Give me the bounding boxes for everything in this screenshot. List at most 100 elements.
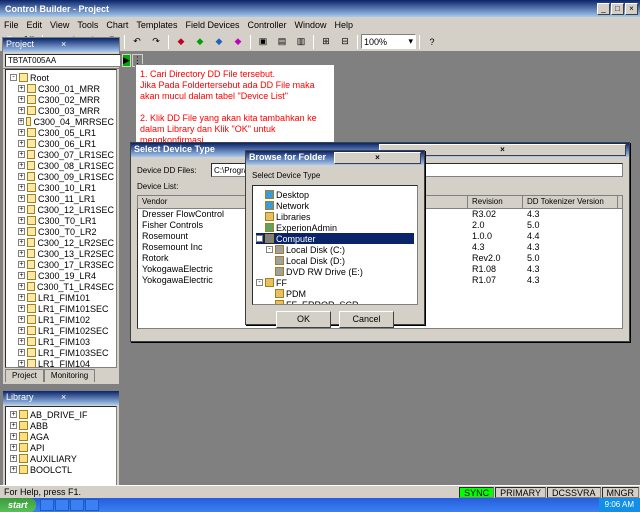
tab-monitoring[interactable]: Monitoring xyxy=(44,369,95,382)
menu-view[interactable]: View xyxy=(50,20,69,30)
lib-item[interactable]: +BOOLCTL xyxy=(8,464,114,475)
tree-item[interactable]: +LR1_FIM103SEC xyxy=(8,347,114,358)
tool-i-icon[interactable]: ⊟ xyxy=(336,34,354,50)
dialog-close-icon[interactable]: × xyxy=(334,152,421,164)
tree-item[interactable]: +C300_T1_LR4SEC xyxy=(8,281,114,292)
tool-e-icon[interactable]: ▣ xyxy=(254,34,272,50)
menu-templates[interactable]: Templates xyxy=(136,20,177,30)
tree-item[interactable]: +C300_04_MRRSEC xyxy=(8,116,114,127)
status-server: DCSSVRA xyxy=(547,487,601,498)
lib-item[interactable]: +API xyxy=(8,442,114,453)
tool-redo-icon[interactable]: ↷ xyxy=(147,34,165,50)
tool-h-icon[interactable]: ⊞ xyxy=(317,34,335,50)
tree-item[interactable]: +C300_09_LR1SEC xyxy=(8,171,114,182)
folder-item[interactable]: -FF xyxy=(256,277,414,288)
lib-item[interactable]: +AGA xyxy=(8,431,114,442)
lib-item[interactable]: +AB_DRIVE_IF xyxy=(8,409,114,420)
ok-button[interactable]: OK xyxy=(276,311,331,328)
tree-item[interactable]: +C300_01_MRR xyxy=(8,83,114,94)
close-button[interactable]: × xyxy=(625,3,638,15)
folder-item[interactable]: PDM xyxy=(256,288,414,299)
tool-help-icon[interactable]: ? xyxy=(423,34,441,50)
tool-undo-icon[interactable]: ↶ xyxy=(128,34,146,50)
menubar: File Edit View Tools Chart Templates Field Dev… xyxy=(0,17,640,32)
folder-item[interactable]: -Local Disk (C:) xyxy=(256,244,414,255)
col-header[interactable]: Revision xyxy=(468,196,523,208)
tree-item[interactable]: +LR1_FIM102 xyxy=(8,314,114,325)
tab-project[interactable]: Project xyxy=(5,369,44,382)
tree-item[interactable]: +C300_12_LR2SEC xyxy=(8,237,114,248)
menu-file[interactable]: File xyxy=(4,20,19,30)
task-icon[interactable] xyxy=(85,499,99,511)
status-primary: PRIMARY xyxy=(495,487,546,498)
tree-item[interactable]: +LR1_FIM104 xyxy=(8,358,114,368)
tool-a-icon[interactable]: ◆ xyxy=(172,34,190,50)
task-icon[interactable] xyxy=(40,499,54,511)
system-tray[interactable]: 9:06 AM xyxy=(599,498,640,512)
folder-tree[interactable]: DesktopNetworkLibrariesExperionAdmin-Com… xyxy=(252,185,418,305)
folder-item[interactable]: Desktop xyxy=(256,189,414,200)
menu-help[interactable]: Help xyxy=(335,20,354,30)
tree-item[interactable]: +C300_10_LR1 xyxy=(8,182,114,193)
folder-item[interactable]: -Computer xyxy=(256,233,414,244)
tree-item[interactable]: +C300_07_LR1SEC xyxy=(8,149,114,160)
tree-item[interactable]: +C300_11_LR1 xyxy=(8,193,114,204)
tree-item[interactable]: +C300_03_MRR xyxy=(8,105,114,116)
maximize-button[interactable]: □ xyxy=(611,3,624,15)
folder-item[interactable]: FF_ERROR_SCR xyxy=(256,299,414,305)
task-icon[interactable] xyxy=(55,499,69,511)
tree-item[interactable]: +LR1_FIM101SEC xyxy=(8,303,114,314)
panel-close-icon[interactable]: × xyxy=(61,39,116,51)
col-header[interactable]: Vendor xyxy=(138,196,258,208)
status-user: MNGR xyxy=(602,487,640,498)
folder-item[interactable]: Libraries xyxy=(256,211,414,222)
folder-item[interactable]: ExperionAdmin xyxy=(256,222,414,233)
tree-item[interactable]: +LR1_FIM101 xyxy=(8,292,114,303)
browse-folder-dialog: Browse for Folder× Select Device Type De… xyxy=(245,150,425,325)
tree-item[interactable]: +C300_T0_LR1 xyxy=(8,215,114,226)
menu-controller[interactable]: Controller xyxy=(247,20,286,30)
minimize-button[interactable]: _ xyxy=(597,3,610,15)
tree-item[interactable]: +C300_13_LR2SEC xyxy=(8,248,114,259)
folder-item[interactable]: DVD RW Drive (E:) xyxy=(256,266,414,277)
library-tree[interactable]: +AB_DRIVE_IF+ABB+AGA+API+AUXILIARY+BOOLC… xyxy=(5,406,117,493)
tool-f-icon[interactable]: ▤ xyxy=(273,34,291,50)
tree-item[interactable]: +C300_02_MRR xyxy=(8,94,114,105)
dd-path-label: Device DD Files: xyxy=(137,166,207,175)
annotation-note: 1. Cari Directory DD File tersebut. Jika… xyxy=(135,64,335,144)
tool-c-icon[interactable]: ◆ xyxy=(210,34,228,50)
menu-tools[interactable]: Tools xyxy=(77,20,98,30)
tool-d-icon[interactable]: ◆ xyxy=(229,34,247,50)
tree-item[interactable]: +LR1_FIM103 xyxy=(8,336,114,347)
tree-item[interactable]: +C300_08_LR1SEC xyxy=(8,160,114,171)
project-search-input[interactable] xyxy=(5,54,121,67)
tree-item[interactable]: +C300_06_LR1 xyxy=(8,138,114,149)
menu-edit[interactable]: Edit xyxy=(27,20,43,30)
menu-window[interactable]: Window xyxy=(295,20,327,30)
go-icon[interactable]: ▶ xyxy=(122,54,131,67)
taskbar[interactable]: start 9:06 AM xyxy=(0,498,640,512)
status-bar: For Help, press F1. SYNC PRIMARY DCSSVRA… xyxy=(0,485,640,498)
tree-item[interactable]: +C300_05_LR1 xyxy=(8,127,114,138)
lib-item[interactable]: +AUXILIARY xyxy=(8,453,114,464)
col-header[interactable]: DD Tokenizer Version xyxy=(523,196,618,208)
project-tree[interactable]: -Root+C300_01_MRR+C300_02_MRR+C300_03_MR… xyxy=(5,69,117,368)
menu-field-devices[interactable]: Field Devices xyxy=(185,20,239,30)
cancel-button[interactable]: Cancel xyxy=(339,311,394,328)
tree-item[interactable]: +C300_12_LR1SEC xyxy=(8,204,114,215)
tool-g-icon[interactable]: ▥ xyxy=(292,34,310,50)
zoom-combo[interactable]: 100%▾ xyxy=(361,34,416,49)
folder-item[interactable]: Local Disk (D:) xyxy=(256,255,414,266)
folder-item[interactable]: Network xyxy=(256,200,414,211)
tool-b-icon[interactable]: ◆ xyxy=(191,34,209,50)
tree-item[interactable]: +C300_T0_LR2 xyxy=(8,226,114,237)
menu-chart[interactable]: Chart xyxy=(106,20,128,30)
panel-close-icon[interactable]: × xyxy=(61,392,116,404)
tree-item[interactable]: +C300_19_LR4 xyxy=(8,270,114,281)
tree-item[interactable]: +LR1_FIM102SEC xyxy=(8,325,114,336)
tree-item[interactable]: +C300_17_LR3SEC xyxy=(8,259,114,270)
lib-item[interactable]: +ABB xyxy=(8,420,114,431)
task-icon[interactable] xyxy=(70,499,84,511)
tree-root[interactable]: -Root xyxy=(8,72,114,83)
start-button[interactable]: start xyxy=(0,498,36,512)
